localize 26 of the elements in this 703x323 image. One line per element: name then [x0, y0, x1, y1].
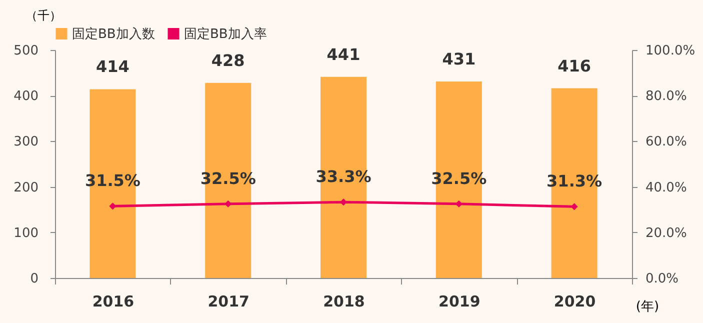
x-tick-label: 2017	[208, 292, 250, 310]
y2-tick-label: 100.0%	[646, 44, 696, 58]
y-tick-label: 100	[14, 226, 38, 241]
legend-label: 固定BB加入率	[184, 26, 267, 42]
x-tick-label: 2018	[323, 292, 365, 310]
y-tick-label: 500	[14, 44, 38, 58]
data-label: 441	[326, 44, 360, 64]
legend-label: 固定BB加入数	[72, 26, 155, 42]
y2-tick-label: 80.0%	[646, 89, 687, 104]
y-tick-label: 0	[30, 272, 38, 286]
y2-tick-label: 20.0%	[646, 226, 687, 241]
y-axis-title: （千）	[26, 8, 62, 22]
y-tick-label: 300	[14, 134, 38, 150]
data-label: 416	[558, 56, 592, 76]
y2-tick-label: 0.0%	[646, 272, 679, 286]
y2-tick-label: 40.0%	[646, 180, 687, 196]
x-tick-label: 2019	[438, 292, 480, 310]
x-tick-label: 2016	[92, 292, 134, 310]
x-tick-label: 2020	[554, 292, 596, 310]
data-label: 431	[442, 49, 476, 68]
data-label: 414	[96, 57, 130, 76]
x-axis-title: (年)	[636, 300, 660, 314]
data-label: 428	[211, 50, 245, 70]
y2-tick-label: 60.0%	[646, 134, 687, 150]
y-tick-label: 400	[14, 89, 38, 104]
y-tick-label: 200	[14, 180, 38, 196]
